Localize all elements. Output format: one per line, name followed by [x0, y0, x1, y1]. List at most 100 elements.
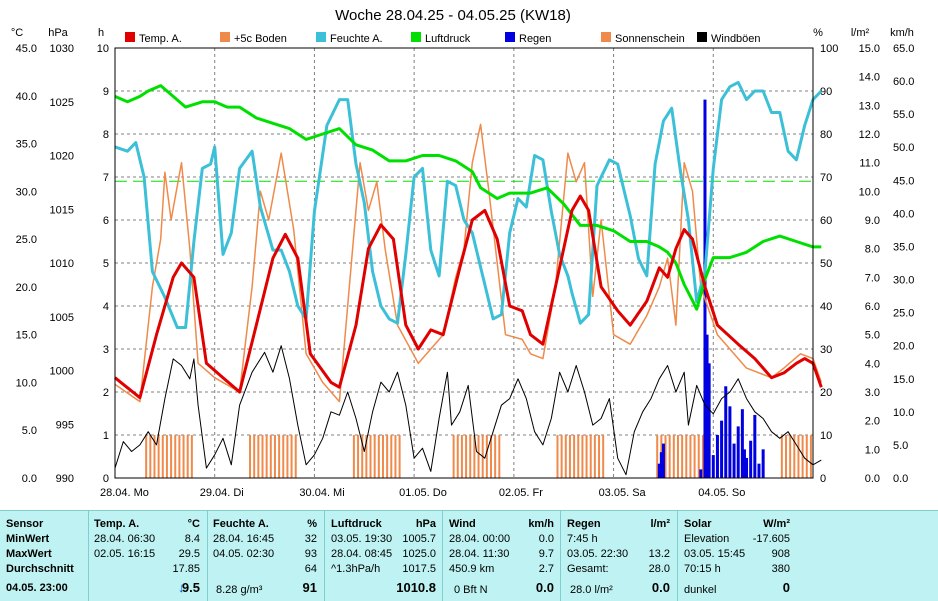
hpa-tick-label: 1000 — [50, 366, 74, 378]
wind-tick-label: 50.0 — [893, 142, 914, 154]
wind-max-time: 28.04. 11:30 — [449, 548, 510, 560]
h-tick-label: 0 — [103, 473, 109, 485]
wind-tick-label: 30.0 — [893, 275, 914, 287]
pressure-header: Luftdruck — [331, 518, 382, 530]
h-tick-label: 10 — [97, 43, 109, 55]
sunshine-bar — [656, 435, 659, 478]
sunshine-bar — [373, 435, 376, 478]
hpa-tick-label: 1030 — [50, 43, 74, 55]
wind-tick-label: 45.0 — [893, 175, 914, 187]
pct-tick-label: 0 — [820, 473, 826, 485]
legend-swatch — [316, 32, 326, 42]
humidity-absolute: 8.28 g/m³ — [216, 584, 263, 596]
wind-tick-label: 10.0 — [893, 407, 914, 419]
sunshine-bar — [556, 435, 559, 478]
wind-tick-label: 60.0 — [893, 76, 914, 88]
legend-label: Temp. A. — [139, 33, 182, 45]
sunshine-bar — [701, 435, 704, 478]
sunshine-bar — [352, 435, 355, 478]
sunshine-bar — [286, 435, 289, 478]
rain-bar — [749, 440, 753, 478]
legend-swatch — [125, 32, 135, 42]
temp-tick-label: 30.0 — [16, 186, 37, 198]
temp-min-value: 8.4 — [184, 533, 200, 545]
sunshine-bar — [170, 435, 173, 478]
wind-tick-label: 55.0 — [893, 109, 914, 121]
sunshine-bar — [672, 435, 675, 478]
wind-current-value: 0.0 — [535, 580, 554, 595]
humidity-header: Feuchte A. — [213, 518, 269, 530]
rain-bar — [715, 435, 719, 478]
sunshine-bar — [182, 435, 185, 478]
sunshine-bar — [564, 435, 567, 478]
temp-current-value: 9.5 — [181, 580, 200, 595]
legend-swatch — [220, 32, 230, 42]
wind-beaufort: 0 Bft N — [454, 584, 488, 596]
rain-tick-label: 2.0 — [865, 416, 880, 428]
wind-tick-label: 25.0 — [893, 308, 914, 320]
sunshine-bar — [249, 435, 252, 478]
sunshine-bar — [797, 435, 800, 478]
temp-tick-label: 45.0 — [16, 43, 37, 55]
temp-trend-down-icon: ↓ — [178, 580, 185, 595]
sunshine-bar — [294, 435, 297, 478]
x-tick-label: 28.04. Mo — [100, 487, 149, 499]
rain-bar — [740, 409, 744, 478]
sunshine-bar — [456, 435, 459, 478]
legend-label: Luftdruck — [425, 33, 471, 45]
temp-avg-value: 17.85 — [172, 563, 200, 575]
sunshine-bar — [577, 435, 580, 478]
sunshine-bar — [485, 435, 488, 478]
legend-swatch — [505, 32, 515, 42]
sunshine-bar — [789, 435, 792, 478]
pressure-unit: hPa — [415, 518, 436, 530]
legend: Temp. A. +5c Boden Feuchte A. Luftdruck Rege… — [125, 32, 761, 45]
rain-bar — [711, 455, 715, 478]
wind-unit-label: km/h — [890, 27, 914, 39]
wind-unit: km/h — [528, 518, 554, 530]
chart-title: Woche 28.04.25 - 04.05.25 (KW18) — [335, 7, 571, 24]
sunshine-bar — [681, 435, 684, 478]
sunshine-bar — [585, 435, 588, 478]
sunshine-bar — [685, 435, 688, 478]
sunshine-bar — [165, 435, 168, 478]
rain-tick-label: 12.0 — [859, 129, 880, 141]
wind-tick-label: 0.0 — [893, 473, 908, 485]
sunshine-bar — [273, 435, 276, 478]
h-tick-label: 2 — [103, 387, 109, 399]
pct-tick-label: 10 — [820, 430, 832, 442]
pressure-max-value: 1025.0 — [402, 548, 436, 560]
series-line-windb-en — [114, 345, 822, 476]
humidity-min-time: 28.04. 16:45 — [213, 533, 275, 545]
rain-duration: 7:45 h — [567, 533, 598, 545]
series-line-luftdruck — [114, 84, 822, 311]
wind-distance: 450.9 km — [449, 563, 495, 575]
hpa-tick-label: 1010 — [50, 258, 74, 270]
pressure-current-value: 1010.8 — [396, 580, 436, 595]
hpa-tick-label: 990 — [56, 473, 74, 485]
rain-total-label: Gesamt: — [567, 563, 609, 575]
solar-duration: 70:15 h — [684, 563, 721, 575]
pct-tick-label: 60 — [820, 215, 832, 227]
legend-label: Regen — [519, 33, 551, 45]
sunshine-bar — [365, 435, 368, 478]
temp-unit: °C — [187, 518, 200, 530]
h-tick-label: 6 — [103, 215, 109, 227]
series-line-feuchte-a- — [114, 80, 823, 329]
wind-min-time: 28.04. 00:00 — [449, 533, 511, 545]
solar-unit: W/m² — [763, 518, 790, 530]
sunshine-bar — [465, 435, 468, 478]
hpa-tick-label: 1015 — [50, 204, 74, 216]
row-label-max: MaxWert — [6, 548, 52, 560]
temp-unit-label: °C — [11, 27, 23, 39]
rain-bar — [707, 363, 711, 478]
rain-bar — [705, 334, 709, 478]
temp-tick-label: 0.0 — [22, 473, 37, 485]
temp-header: Temp. A. — [94, 518, 140, 530]
sunshine-bar — [664, 435, 667, 478]
wind-max-value: 9.7 — [538, 548, 554, 560]
temp-tick-label: 15.0 — [16, 330, 37, 342]
sunshine-bar — [149, 435, 152, 478]
bars — [145, 99, 812, 478]
sunshine-bar — [477, 435, 480, 478]
